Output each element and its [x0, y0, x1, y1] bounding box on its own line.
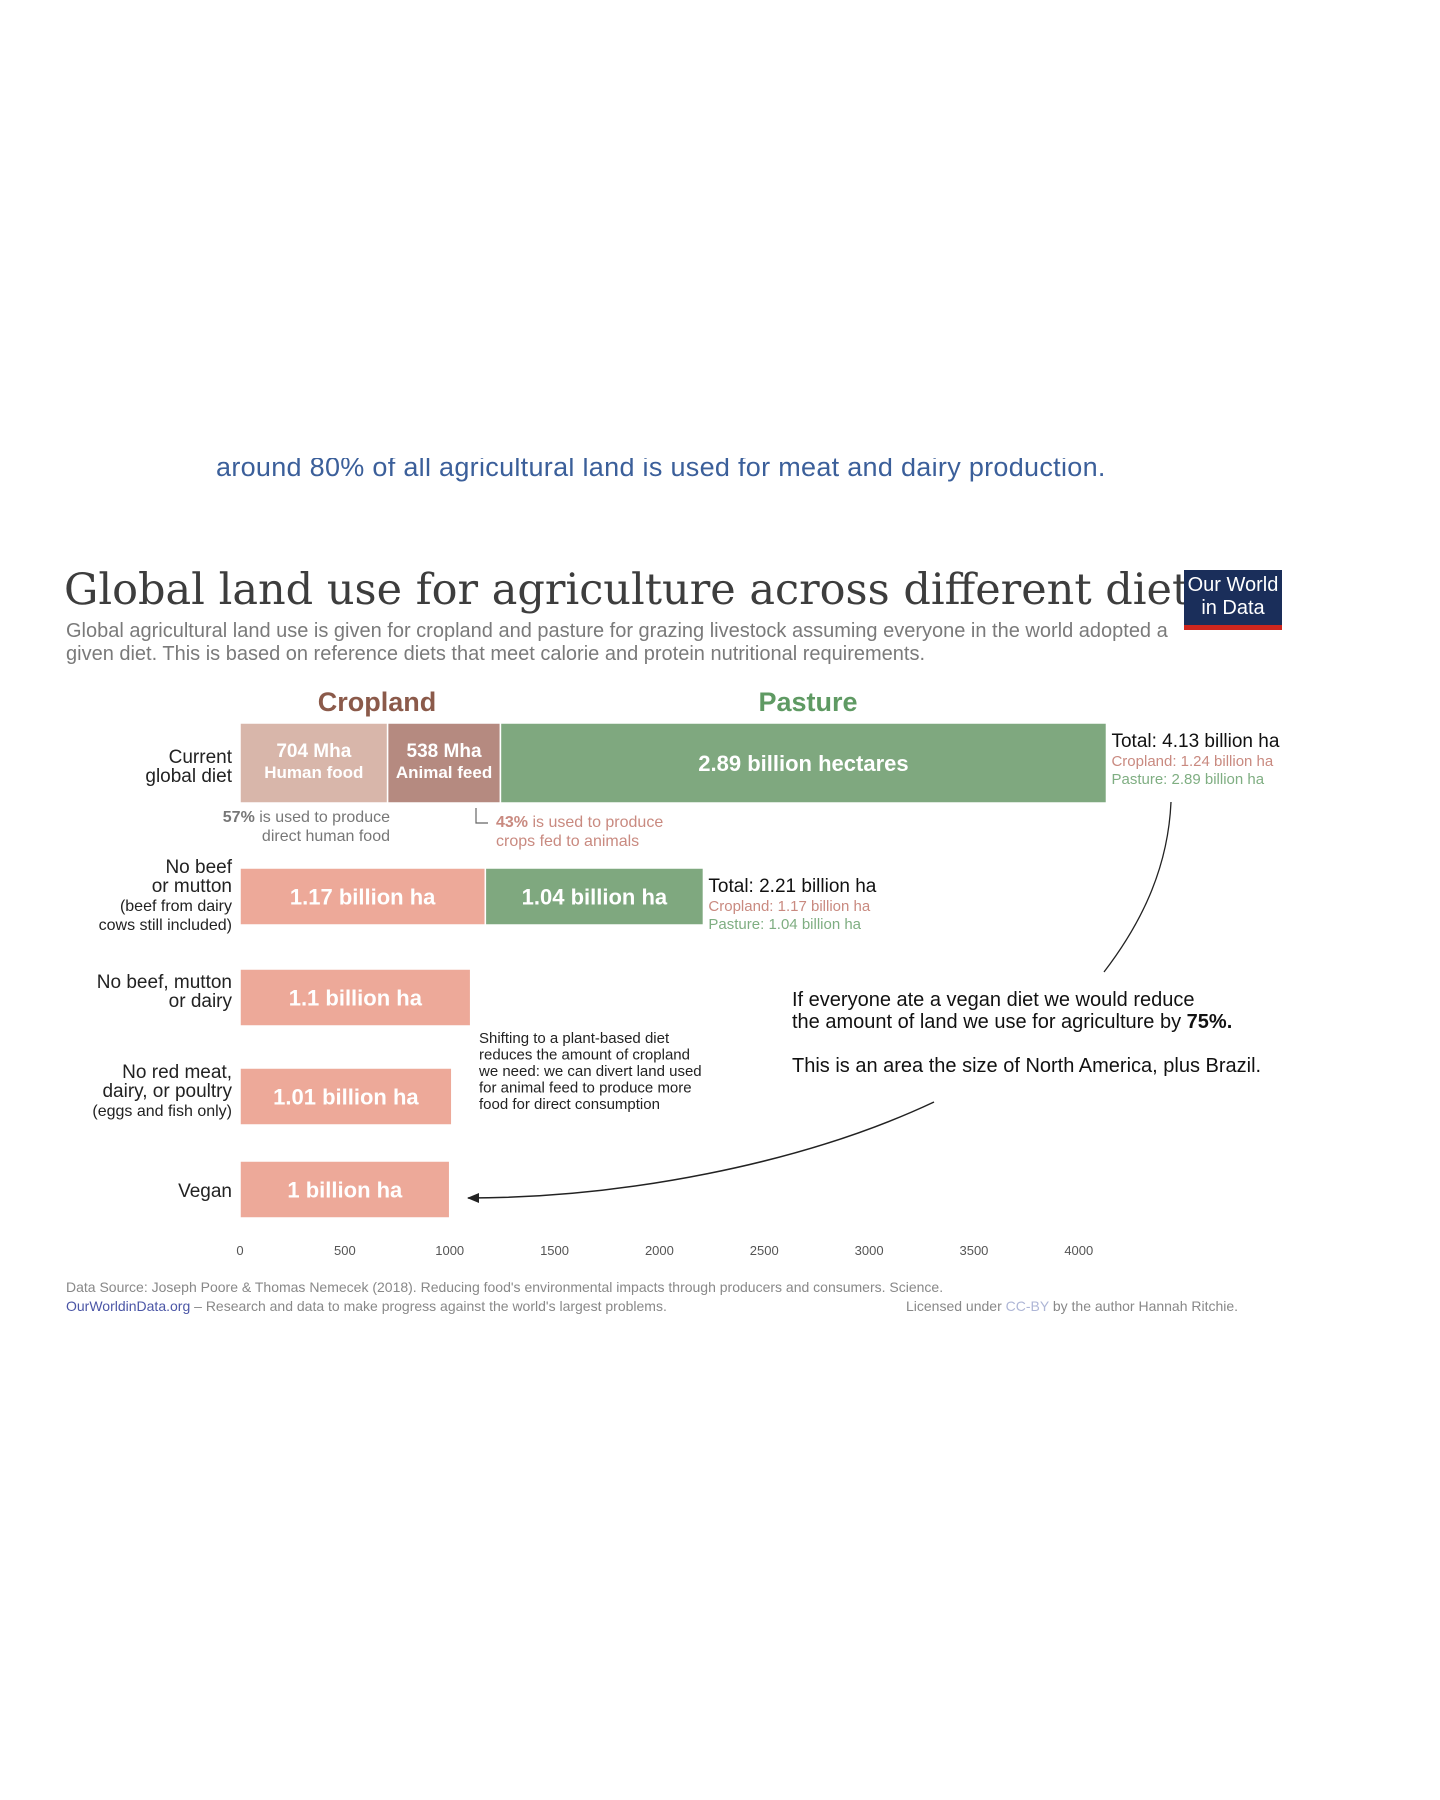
- row-label-2-line-3: (beef from dairy: [120, 898, 232, 915]
- bar-row-1-human_food: [239, 722, 389, 804]
- column-header-cropland: Cropland: [318, 687, 437, 717]
- annotation-human-share-line-2: direct human food: [262, 828, 390, 845]
- annotation-vegan-line-2: the amount of land we use for agricultur…: [792, 1011, 1232, 1033]
- chart-title: Global land use for agriculture across d…: [64, 565, 1212, 615]
- bar-label-row-1-animal_feed-desc: Animal feed: [396, 763, 492, 782]
- connector-curve: [1103, 801, 1172, 973]
- bar-row-4-cropland: [239, 1067, 453, 1126]
- cropland-total-row-2: Cropland: 1.17 billion ha: [708, 898, 870, 915]
- row-label-4-line-1: No red meat,: [122, 1062, 232, 1083]
- cropland-total-row-1: Cropland: 1.24 billion ha: [1111, 753, 1273, 770]
- annotation-vegan-area: This is an area the size of North Americ…: [792, 1055, 1261, 1077]
- row-label-2-line-1: No beef: [165, 857, 232, 878]
- annotation-feed-share: 43% is used to produce: [496, 814, 663, 831]
- site-tagline: – Research and data to make progress aga…: [190, 1298, 667, 1314]
- vegan-arrow: [467, 1101, 935, 1203]
- row-label-5-line-1: Vegan: [178, 1181, 232, 1202]
- row-label-1-line-2: global diet: [145, 766, 232, 787]
- logo-line-1: Our World: [1187, 574, 1279, 596]
- bar-label-row-1-human_food-desc: Human food: [264, 763, 363, 782]
- x-tick-0: 0: [236, 1243, 243, 1258]
- annotation-shift-note-line-2: reduces the amount of cropland: [479, 1047, 690, 1064]
- license-post: by the author Hannah Ritchie.: [1048, 1298, 1239, 1314]
- pasture-total-row-2: Pasture: 1.04 billion ha: [708, 916, 861, 933]
- x-tick-4000: 4000: [1064, 1243, 1093, 1258]
- x-tick-2000: 2000: [645, 1243, 674, 1258]
- owid-logo[interactable]: Our World in Data: [1184, 570, 1282, 630]
- bar-row-1-animal_feed: [386, 722, 502, 804]
- annotation-shift-note-line-4: for animal feed to produce more: [479, 1080, 692, 1097]
- row-label-3-line-2: or dairy: [169, 991, 233, 1012]
- bar-label-row-5-cropland: 1 billion ha: [287, 1178, 403, 1203]
- site-link[interactable]: OurWorldinData.org: [66, 1298, 191, 1314]
- column-header-pasture: Pasture: [758, 687, 857, 717]
- bar-row-5-cropland: [239, 1160, 451, 1219]
- total-label-row-2: Total: 2.21 billion ha: [708, 876, 876, 897]
- annotation-shift-note-line-3: we need: we can divert land used: [478, 1063, 702, 1080]
- bar-row-2-cropland: [239, 867, 487, 926]
- bar-row-2-pasture: [484, 867, 705, 926]
- bar-label-row-1-pasture: 2.89 billion hectares: [698, 751, 908, 776]
- bar-label-row-1-animal_feed-value: 538 Mha: [407, 741, 482, 762]
- annotation-vegan-line-1: If everyone ate a vegan diet we would re…: [792, 989, 1194, 1011]
- annotation-feed-share-line-2: crops fed to animals: [496, 833, 639, 850]
- x-tick-1000: 1000: [435, 1243, 464, 1258]
- x-tick-500: 500: [334, 1243, 356, 1258]
- total-label-row-1: Total: 4.13 billion ha: [1111, 731, 1279, 752]
- x-tick-3500: 3500: [959, 1243, 988, 1258]
- logo-line-2: in Data: [1201, 597, 1265, 619]
- scroll-clip: [0, 400, 1440, 458]
- bar-row-3-cropland: [239, 968, 472, 1027]
- license-pre: Licensed under: [906, 1298, 1006, 1314]
- bar-label-row-4-cropland: 1.01 billion ha: [273, 1085, 419, 1110]
- row-label-3-line-1: No beef, mutton: [97, 972, 232, 993]
- annotation-human-share: 57% is used to produce: [223, 809, 390, 826]
- license-link[interactable]: CC-BY: [1005, 1298, 1049, 1314]
- x-tick-2500: 2500: [750, 1243, 779, 1258]
- x-tick-1500: 1500: [540, 1243, 569, 1258]
- feed-share-bracket: [475, 808, 488, 824]
- data-source: Data Source: Joseph Poore & Thomas Nemec…: [66, 1279, 944, 1295]
- row-label-2-line-4: cows still included): [99, 917, 232, 934]
- row-label-4-line-3: (eggs and fish only): [92, 1103, 232, 1120]
- bar-row-1-pasture: [499, 722, 1108, 804]
- annotation-shift-note-line-1: Shifting to a plant-based diet: [479, 1030, 670, 1047]
- bar-label-row-2-pasture: 1.04 billion ha: [522, 885, 668, 910]
- x-tick-3000: 3000: [855, 1243, 884, 1258]
- row-label-4-line-2: dairy, or poultry: [102, 1081, 232, 1102]
- pasture-total-row-1: Pasture: 2.89 billion ha: [1111, 771, 1264, 788]
- license-line: Licensed under CC-BY by the author Hanna…: [906, 1298, 1238, 1314]
- bar-label-row-1-human_food-value: 704 Mha: [276, 741, 351, 762]
- bar-label-row-2-cropland: 1.17 billion ha: [290, 885, 436, 910]
- annotation-shift-note-line-5: food for direct consumption: [479, 1096, 660, 1113]
- row-label-1-line-1: Current: [169, 747, 233, 768]
- bar-label-row-3-cropland: 1.1 billion ha: [289, 986, 423, 1011]
- footer-site-line: OurWorldinData.org – Research and data t…: [66, 1298, 667, 1314]
- row-label-2-line-2: or mutton: [152, 876, 232, 897]
- chart-subtitle: Global agricultural land use is given fo…: [66, 620, 1168, 665]
